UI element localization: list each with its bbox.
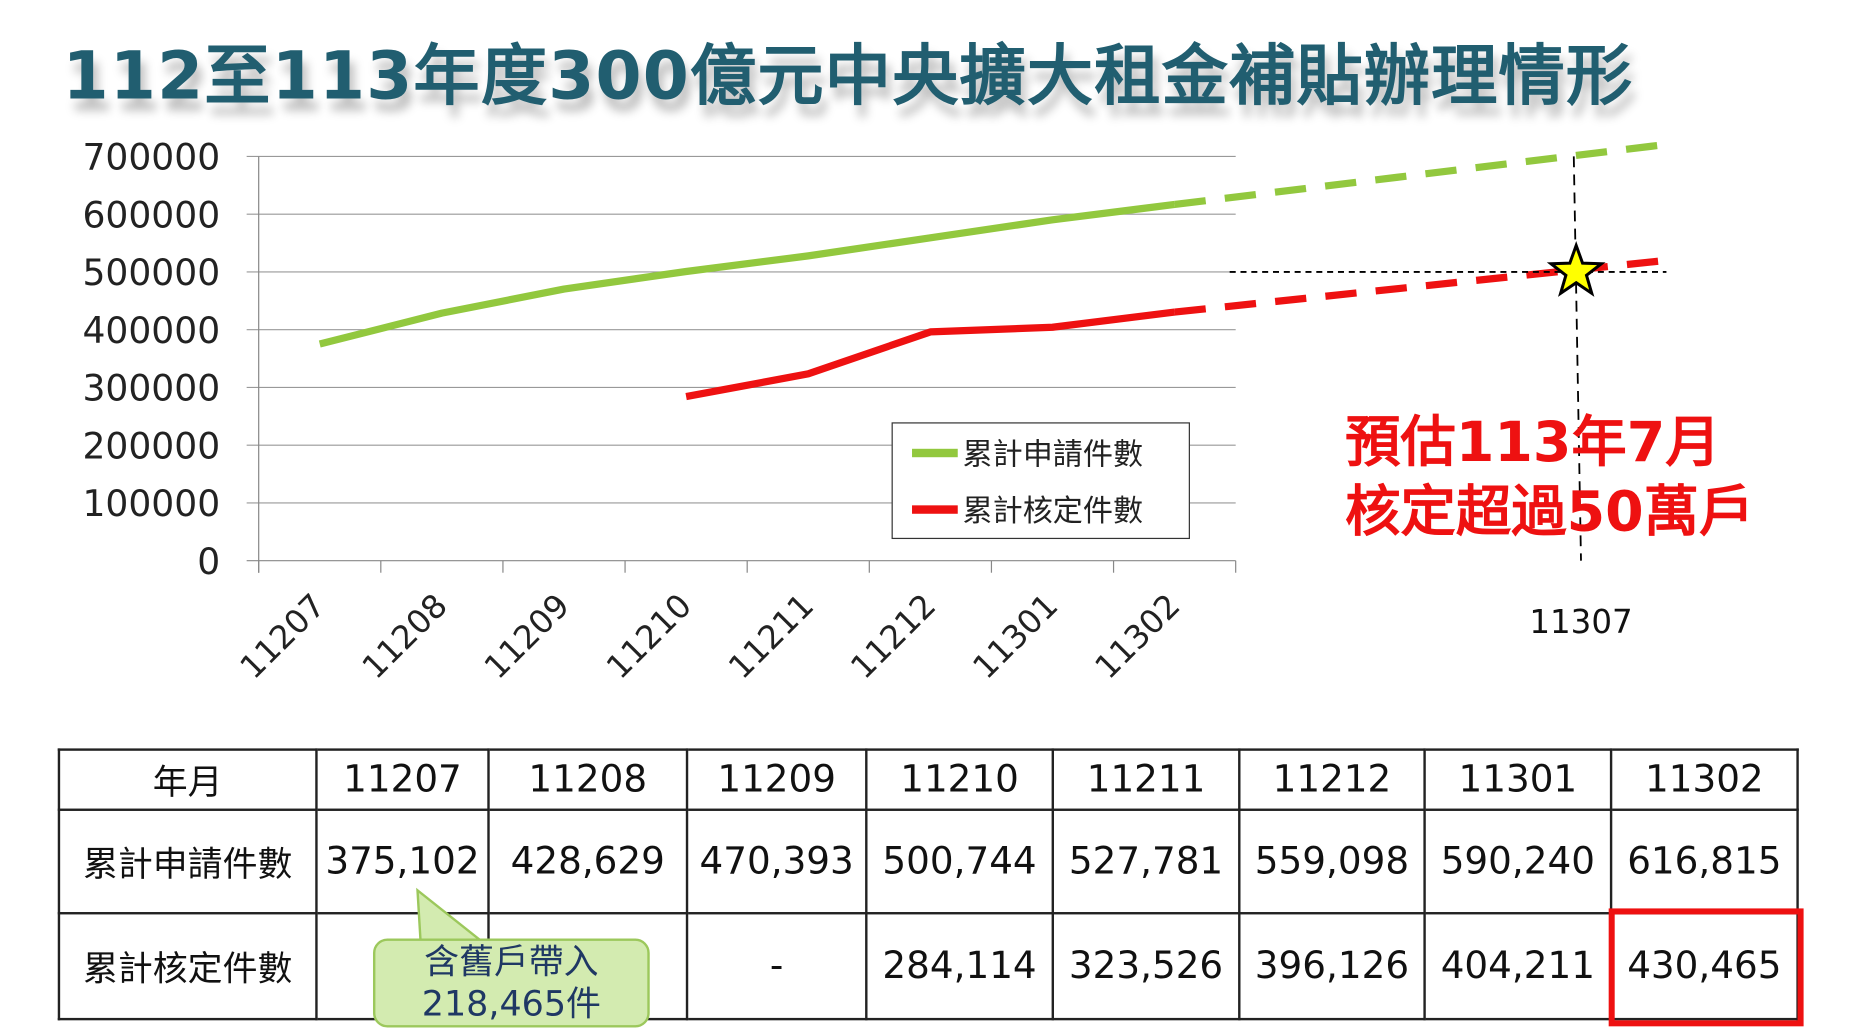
x-tick-label: 11208 bbox=[355, 586, 455, 686]
forecast-annotation: 預估113年7月 核定超過50萬戶 bbox=[1345, 407, 1754, 547]
line-chart: 0 100000 200000 300000 400000 500000 600000 700… bbox=[0, 0, 1865, 746]
table-cell: 11208 bbox=[488, 750, 687, 810]
table-cell: 11302 bbox=[1611, 750, 1797, 810]
table-cell: 11207 bbox=[316, 750, 488, 810]
legend-item-approve: 累計核定件數 bbox=[912, 487, 1143, 530]
table-cell: 375,102 bbox=[316, 810, 488, 913]
y-tick-label: 100000 bbox=[82, 483, 220, 525]
table-cell: 323,526 bbox=[1053, 913, 1239, 1019]
legend-label: 累計申請件數 bbox=[963, 431, 1143, 474]
y-tick-label: 0 bbox=[197, 541, 220, 583]
y-tick-label: 700000 bbox=[82, 137, 220, 179]
table-cell: 500,744 bbox=[866, 810, 1052, 913]
table-cell: 年月 bbox=[59, 750, 316, 810]
callout-line: 218,465件 bbox=[375, 983, 647, 1025]
table-cell: 590,240 bbox=[1425, 810, 1611, 913]
table-row: 累計核定件數 - 284,114 323,526 396,126 404,211… bbox=[59, 913, 1798, 1019]
legend: 累計申請件數 累計核定件數 bbox=[892, 422, 1190, 539]
y-tick-label: 600000 bbox=[82, 194, 220, 236]
table-cell: 11211 bbox=[1053, 750, 1239, 810]
table-cell: 428,629 bbox=[488, 810, 687, 913]
annotation-line: 預估113年7月 bbox=[1345, 407, 1754, 477]
table-cell: - bbox=[687, 913, 866, 1019]
y-tick-label: 400000 bbox=[82, 310, 220, 352]
callout-line: 含舊戶帶入 bbox=[375, 941, 647, 983]
projection-x-label: 11307 bbox=[1529, 603, 1632, 641]
x-tick-label: 11302 bbox=[1088, 586, 1188, 686]
callout-bubble: 含舊戶帶入 218,465件 bbox=[373, 938, 650, 1027]
table-cell: 559,098 bbox=[1239, 810, 1424, 913]
table-header-row: 年月 11207 11208 11209 11210 11211 11212 1… bbox=[59, 750, 1798, 810]
table-cell: 11301 bbox=[1425, 750, 1611, 810]
x-tick-label: 11211 bbox=[721, 586, 821, 686]
table-cell: 11212 bbox=[1239, 750, 1424, 810]
highlight-box bbox=[1609, 908, 1804, 1026]
annotation-line: 核定超過50萬戶 bbox=[1345, 476, 1754, 546]
table-cell: 470,393 bbox=[687, 810, 866, 913]
table-cell: 11210 bbox=[866, 750, 1052, 810]
data-table: 年月 11207 11208 11209 11210 11211 11212 1… bbox=[58, 748, 1799, 1020]
table-cell: 527,781 bbox=[1053, 810, 1239, 913]
table-cell: 累計申請件數 bbox=[59, 810, 316, 913]
apply-projection-line bbox=[1175, 145, 1663, 205]
legend-item-apply: 累計申請件數 bbox=[912, 431, 1143, 474]
table-cell: 404,211 bbox=[1425, 913, 1611, 1019]
legend-swatch-red bbox=[912, 505, 958, 513]
table-cell: 累計核定件數 bbox=[59, 913, 316, 1019]
table-cell: 616,815 bbox=[1611, 810, 1797, 913]
table-cell: 11209 bbox=[687, 750, 866, 810]
y-tick-label: 500000 bbox=[82, 252, 220, 294]
table-cell: 284,114 bbox=[866, 913, 1052, 1019]
x-tick-label: 11212 bbox=[843, 586, 943, 686]
approve-series-line bbox=[686, 312, 1174, 397]
y-tick-label: 200000 bbox=[82, 425, 220, 467]
x-tick-label: 11210 bbox=[599, 586, 699, 686]
apply-series-line bbox=[320, 204, 1175, 344]
x-tick-label: 11209 bbox=[477, 586, 577, 686]
table-row: 累計申請件數 375,102 428,629 470,393 500,744 5… bbox=[59, 810, 1798, 913]
x-tick-label: 11207 bbox=[233, 586, 333, 686]
x-tick-label: 11301 bbox=[965, 586, 1065, 686]
table-cell: 396,126 bbox=[1239, 913, 1424, 1019]
legend-swatch-green bbox=[912, 448, 958, 456]
legend-label: 累計核定件數 bbox=[963, 487, 1143, 530]
y-tick-label: 300000 bbox=[82, 368, 220, 410]
